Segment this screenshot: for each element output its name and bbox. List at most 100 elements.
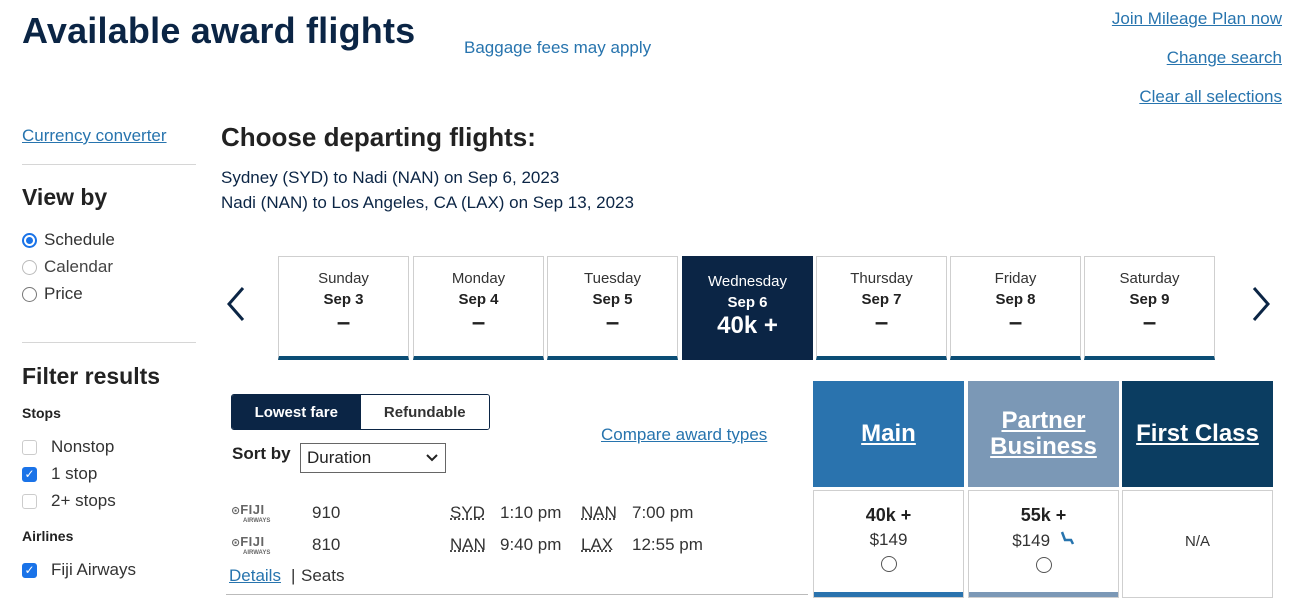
day-card-thursday[interactable]: Thursday Sep 7 –: [816, 256, 947, 360]
day-card-sunday[interactable]: Sunday Sep 3 –: [278, 256, 409, 360]
departure-airport[interactable]: SYD: [450, 503, 485, 522]
day-date: Sep 6: [727, 294, 768, 311]
airlines-heading: Airlines: [22, 528, 74, 544]
view-option-price[interactable]: Price: [22, 284, 83, 304]
day-card-friday[interactable]: Friday Sep 8 –: [950, 256, 1081, 360]
radio-unchecked-icon[interactable]: [22, 286, 37, 302]
day-name: Friday: [994, 270, 1037, 287]
day-price: –: [471, 309, 486, 336]
day-card-tuesday[interactable]: Tuesday Sep 5 –: [547, 256, 678, 360]
separator: |: [291, 566, 296, 585]
day-card-monday[interactable]: Monday Sep 4 –: [413, 256, 544, 360]
day-name: Wednesday: [708, 273, 787, 290]
arrival-time: 12:55 pm: [632, 535, 703, 554]
day-card-saturday[interactable]: Saturday Sep 9 –: [1084, 256, 1215, 360]
route-line: Sydney (SYD) to Nadi (NAN) on Sep 6, 202…: [221, 168, 560, 187]
arrival-time: 7:00 pm: [632, 503, 694, 522]
cabin-title-line: Business: [990, 433, 1097, 460]
stops-filter-1-stop[interactable]: ✓ 1 stop: [22, 464, 97, 484]
flight-number: 910: [312, 503, 341, 522]
fiji-airways-logo: ⊙FIJI AIRWAYS: [231, 502, 271, 524]
filter-results-heading: Filter results: [22, 363, 161, 389]
day-name: Thursday: [850, 270, 913, 287]
join-mileage-plan-link[interactable]: Join Mileage Plan now: [1111, 9, 1282, 28]
refundable-button[interactable]: Refundable: [360, 395, 489, 429]
seat-icon: [1059, 531, 1075, 549]
checkbox-checked-icon[interactable]: ✓: [22, 562, 37, 578]
day-name: Tuesday: [584, 270, 641, 287]
cabin-header-first-class[interactable]: First Class: [1122, 381, 1273, 487]
day-date: Sep 3: [323, 291, 364, 308]
fare-select-radio[interactable]: [880, 556, 897, 572]
cabin-title-line: Partner: [1001, 407, 1086, 434]
seats-link[interactable]: Seats: [301, 566, 345, 585]
choose-flights-heading: Choose departing flights:: [221, 122, 536, 152]
fare-cash-row: $149: [969, 530, 1118, 551]
flight-number: 810: [312, 535, 341, 554]
airline-filter-fiji[interactable]: ✓ Fiji Airways: [22, 560, 136, 580]
radio-unchecked-icon[interactable]: [22, 259, 37, 275]
fare-cash: $149: [1012, 531, 1051, 550]
day-date: Sep 8: [995, 291, 1036, 308]
departure-time: 9:40 pm: [500, 535, 562, 554]
divider: [22, 164, 196, 165]
chevron-left-icon[interactable]: [224, 284, 248, 333]
chevron-right-icon[interactable]: [1249, 284, 1273, 333]
day-date: Sep 5: [592, 291, 633, 308]
day-price: –: [1142, 309, 1157, 336]
view-option-label: Schedule: [44, 230, 115, 249]
stops-heading: Stops: [22, 405, 61, 421]
checkbox-unchecked-icon[interactable]: [22, 493, 37, 509]
fare-cell-partner-business[interactable]: 55k + $149: [968, 490, 1119, 598]
sort-select[interactable]: Duration: [300, 443, 446, 473]
checkbox-checked-icon[interactable]: ✓: [22, 466, 37, 482]
airline-filter-label: Fiji Airways: [51, 560, 137, 579]
cabin-color-bar: [969, 592, 1118, 597]
stops-filter-nonstop[interactable]: Nonstop: [22, 437, 114, 457]
cabin-header-partner-business[interactable]: Partner Business: [968, 381, 1119, 487]
stops-filter-label: 1 stop: [51, 464, 98, 483]
page-title: Available award flights: [22, 10, 416, 51]
arrival-airport[interactable]: LAX: [581, 535, 614, 554]
cabin-header-main[interactable]: Main: [813, 381, 964, 487]
day-name: Monday: [451, 270, 506, 287]
currency-converter-link[interactable]: Currency converter: [22, 126, 167, 145]
day-date: Sep 7: [861, 291, 902, 308]
fare-cell-first-class: N/A: [1122, 490, 1273, 598]
stops-filter-label: 2+ stops: [51, 491, 116, 510]
change-search-link[interactable]: Change search: [1166, 48, 1282, 67]
logo-subtext: AIRWAYS: [243, 550, 271, 556]
fare-not-available: N/A: [1184, 533, 1210, 550]
fare-miles: 55k +: [1020, 505, 1067, 525]
day-name: Saturday: [1119, 270, 1180, 287]
fare-select-radio[interactable]: [1035, 557, 1052, 573]
compare-award-types-link[interactable]: Compare award types: [601, 425, 768, 444]
view-option-label: Price: [44, 284, 83, 303]
details-link[interactable]: Details: [229, 566, 281, 585]
day-date: Sep 4: [458, 291, 499, 308]
clear-selections-link[interactable]: Clear all selections: [1139, 87, 1282, 106]
fare-cell-main[interactable]: 40k + $149: [813, 490, 964, 598]
day-price: –: [336, 309, 351, 336]
departure-airport[interactable]: NAN: [450, 535, 486, 554]
baggage-fees-link[interactable]: Baggage fees may apply: [464, 38, 652, 57]
arrival-airport[interactable]: NAN: [581, 503, 617, 522]
route-line: Nadi (NAN) to Los Angeles, CA (LAX) on S…: [221, 193, 634, 212]
view-option-schedule[interactable]: Schedule: [22, 230, 115, 250]
view-by-heading: View by: [22, 184, 108, 210]
lowest-fare-button[interactable]: Lowest fare: [232, 395, 361, 429]
day-card-wednesday[interactable]: Wednesday Sep 6 40k +: [682, 256, 813, 360]
stops-filter-2-plus[interactable]: 2+ stops: [22, 491, 116, 511]
day-price: –: [605, 309, 620, 336]
sort-select-value: Duration: [307, 448, 372, 467]
sort-by-label: Sort by: [232, 444, 291, 463]
logo-text: FIJI: [240, 534, 265, 549]
day-date: Sep 9: [1129, 291, 1170, 308]
divider: [22, 342, 196, 343]
fiji-airways-logo: ⊙FIJI AIRWAYS: [231, 534, 271, 556]
cabin-color-bar: [814, 592, 963, 597]
checkbox-unchecked-icon[interactable]: [22, 439, 37, 455]
view-option-calendar[interactable]: Calendar: [22, 257, 113, 277]
day-name: Sunday: [318, 270, 369, 287]
radio-checked-icon[interactable]: [22, 232, 37, 248]
